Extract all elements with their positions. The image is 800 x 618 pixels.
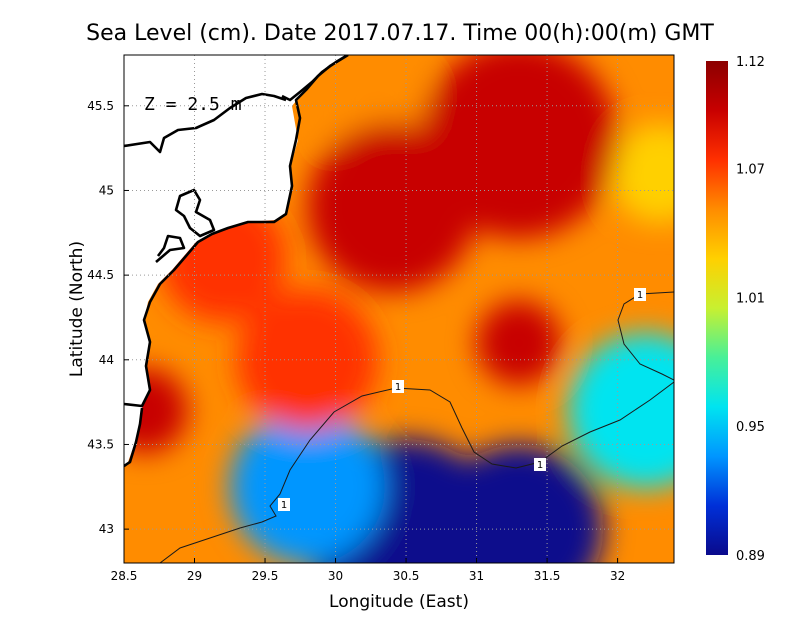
y-tick-label: 43 — [99, 522, 114, 536]
plot-frame — [123, 54, 675, 564]
coastline-inlet — [155, 234, 186, 263]
coastline-bay — [174, 188, 216, 238]
y-tick-label: 44.5 — [87, 268, 114, 282]
x-axis-label: Longitude (East) — [329, 592, 469, 612]
field-patch — [568, 333, 674, 489]
grid — [124, 55, 674, 563]
map-panel: 1 1 1 1 Z = 2.5 m — [123, 54, 675, 564]
field-patch — [610, 124, 674, 223]
y-tick-label: 43.5 — [87, 437, 114, 451]
contour-label-text: 1 — [537, 460, 543, 471]
coastline-south-tip — [124, 407, 144, 468]
x-tick-label: 29 — [187, 569, 202, 583]
colorbar-tick-label: 0.89 — [736, 549, 765, 564]
contour-label: 1 — [634, 288, 646, 301]
x-tick-label: 31 — [469, 569, 484, 583]
colorbar-tick-label: 1.01 — [736, 291, 765, 306]
field-patch — [434, 444, 604, 563]
colorbar-tick-label: 1.07 — [736, 162, 765, 177]
field-patch — [236, 289, 378, 431]
x-tick-label: 28.5 — [111, 569, 138, 583]
sea-level-field — [124, 55, 674, 563]
coastline-lagoon — [124, 92, 287, 154]
y-axis: 43 43.5 44 44.5 45 45.5 — [87, 99, 129, 536]
y-tick-label: 45 — [99, 183, 114, 197]
colorbar-tick-label: 1.12 — [736, 55, 765, 70]
depth-label: Z = 2.5 m — [144, 94, 242, 115]
coastline-main — [124, 55, 349, 408]
field-patch — [476, 300, 562, 386]
contour-label: 1 — [392, 380, 404, 393]
colorbar-bar — [706, 61, 728, 555]
x-tick-label: 29.5 — [252, 569, 279, 583]
y-tick-label: 45.5 — [87, 99, 114, 113]
contour-label-text: 1 — [395, 382, 401, 393]
colorbar: 0.89 0.95 1.01 1.07 1.12 — [706, 55, 765, 564]
contour-labels: 1 1 1 1 — [278, 288, 646, 511]
y-tick-label: 44 — [99, 353, 114, 367]
y-axis-label: Latitude (North) — [67, 241, 87, 377]
x-tick-label: 30.5 — [393, 569, 420, 583]
x-tick-label: 32 — [610, 569, 625, 583]
coastline — [124, 55, 349, 468]
x-axis: 28.5 29 29.5 30 30.5 31 31.5 32 — [111, 558, 625, 583]
contour-label-text: 1 — [281, 500, 287, 511]
land-island-north — [282, 55, 348, 98]
x-tick-label: 31.5 — [534, 569, 561, 583]
x-tick-label: 30 — [328, 569, 343, 583]
coastline-island-north — [281, 55, 347, 102]
colorbar-tick-label: 0.95 — [736, 420, 765, 435]
colorbar-ticks: 0.89 0.95 1.01 1.07 1.12 — [736, 55, 765, 564]
map-title: Sea Level (cm). Date 2017.07.17. Time 00… — [86, 21, 714, 46]
contour-label: 1 — [534, 458, 546, 471]
field-patch — [307, 122, 477, 293]
field-patch — [229, 409, 385, 563]
contour-label-text: 1 — [637, 290, 643, 301]
contour-label: 1 — [278, 498, 290, 511]
